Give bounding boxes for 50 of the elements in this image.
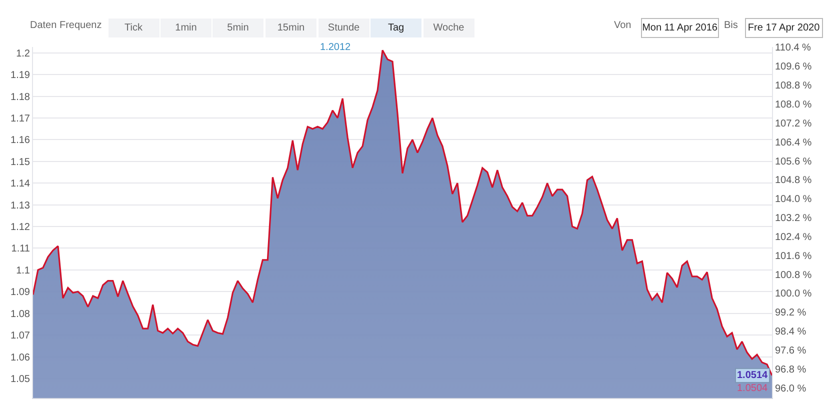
y-tick-label: 1.1	[16, 265, 30, 276]
y2-tick-label: 96.0 %	[775, 383, 806, 394]
y2-tick-label: 103.2 %	[775, 213, 812, 224]
y2-tick-label: 108.0 %	[775, 100, 812, 110]
y-tick-label: 1.18	[10, 92, 30, 103]
y2-tick-label: 109.6 %	[775, 62, 812, 73]
text: Stunde	[328, 22, 360, 34]
y2-tick-label: 96.8 %	[775, 364, 806, 376]
y2-tick-label: 98.4 %	[775, 326, 806, 338]
y2-tick-label: 108.8 %	[775, 80, 812, 92]
y-tick-label: 1.07	[10, 330, 30, 342]
text: Bis	[724, 20, 738, 31]
y-tick-label: 1.14	[10, 178, 30, 190]
text: Tag	[388, 22, 404, 34]
y-tick-label: 1.13	[10, 200, 30, 212]
y-tick-label: 1.09	[10, 287, 30, 298]
y2-tick-label: 105.6 %	[775, 156, 812, 168]
y2-tick-label: 99.2 %	[775, 308, 806, 319]
y-tick-label: 1.08	[10, 308, 30, 320]
y-tick-label: 1.16	[10, 135, 30, 146]
annotation: 1.0504	[737, 383, 768, 394]
text: Fre 17 Apr 2020	[748, 22, 820, 34]
y-tick-label: 1.05	[10, 374, 30, 385]
y-tick-label: 1.15	[10, 156, 30, 168]
y2-tick-label: 106.4 %	[775, 137, 812, 148]
y-tick-label: 1.11	[11, 244, 30, 255]
y2-tick-label: 107.2 %	[775, 118, 812, 130]
text: 15min	[277, 22, 305, 34]
text: 5min	[227, 22, 249, 34]
y-tick-label: 1.19	[10, 70, 30, 82]
text: Daten Frequenz	[30, 20, 102, 31]
annotation: 1.2012	[320, 42, 352, 53]
y2-tick-label: 104.0 %	[775, 194, 812, 206]
y2-tick-label: 104.8 %	[775, 175, 812, 186]
text: Mon 11 Apr 2016	[642, 22, 718, 34]
y-tick-label: 1.12	[10, 222, 30, 234]
text: Von	[614, 20, 632, 31]
y-tick-label: 1.2	[16, 48, 30, 60]
y2-tick-label: 100.0 %	[775, 288, 812, 300]
y2-tick-label: 110.4 %	[775, 42, 812, 54]
y-tick-label: 1.06	[10, 352, 30, 364]
y2-tick-label: 97.6 %	[775, 345, 806, 356]
y2-tick-label: 101.6 %	[775, 250, 812, 262]
text: Woche	[433, 22, 465, 34]
y-tick-label: 1.17	[10, 113, 30, 124]
y2-tick-label: 100.8 %	[775, 270, 812, 281]
y2-tick-label: 102.4 %	[775, 232, 812, 243]
text: Tick	[124, 22, 144, 34]
annotation: 1.0514	[737, 370, 768, 381]
text: 1min	[175, 22, 197, 34]
